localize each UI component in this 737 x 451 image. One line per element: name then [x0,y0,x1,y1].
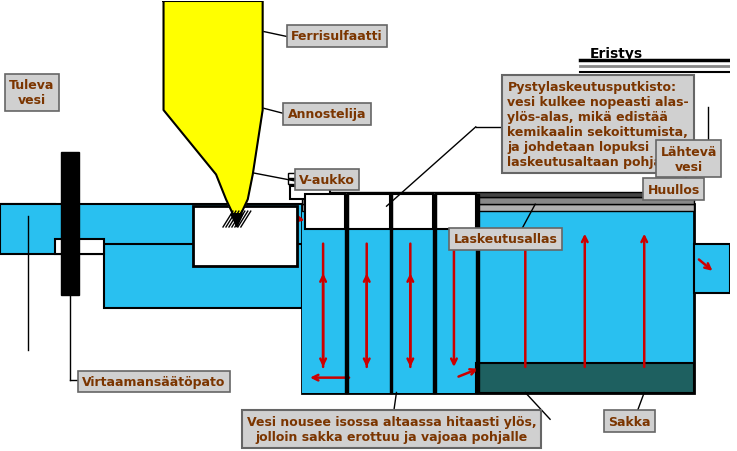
Bar [390,195,393,393]
Bar [288,174,334,179]
Bar [694,244,730,294]
Bar [393,195,433,230]
Text: Virtaamansäätöpato: Virtaamansäätöpato [82,375,226,388]
Text: Tuleva
vesi: Tuleva vesi [9,79,55,107]
Text: Huullos: Huullos [648,184,700,196]
Polygon shape [164,2,262,215]
Bar [193,207,297,266]
Bar [433,195,436,393]
Bar [302,205,694,393]
Polygon shape [231,215,242,227]
Text: V-aukko: V-aukko [299,174,355,187]
Bar [302,195,476,393]
Bar [0,205,55,239]
Bar [436,195,476,230]
Bar [290,185,330,200]
Bar [476,363,694,393]
Bar [302,205,694,212]
Text: Vesi nousee isossa altaassa hitaasti ylös,
jolloin sakka erottuu ja vajoaa pohja: Vesi nousee isossa altaassa hitaasti ylö… [247,415,537,443]
Bar [61,152,80,296]
Bar [345,195,348,393]
Text: Ferrisulfaatti: Ferrisulfaatti [291,30,383,43]
Bar [302,198,694,205]
Text: Annostelija: Annostelija [288,108,366,121]
Bar [302,193,694,198]
Text: Sakka: Sakka [608,415,651,428]
Text: Eristys: Eristys [590,46,643,60]
Bar [104,244,302,308]
Bar [305,195,345,230]
Bar [288,180,334,185]
Bar [290,175,330,187]
Bar [0,205,307,254]
Bar [348,195,390,230]
Text: Lähtevä
vesi: Lähtevä vesi [660,145,717,173]
Text: Pystylaskeutusputkisto:
vesi kulkee nopeasti alas-
ylös-alas, mikä edistää
kemik: Pystylaskeutusputkisto: vesi kulkee nope… [508,81,689,169]
Text: Laskeutusallas: Laskeutusallas [453,233,557,246]
Bar [55,239,104,254]
Bar [476,195,479,393]
